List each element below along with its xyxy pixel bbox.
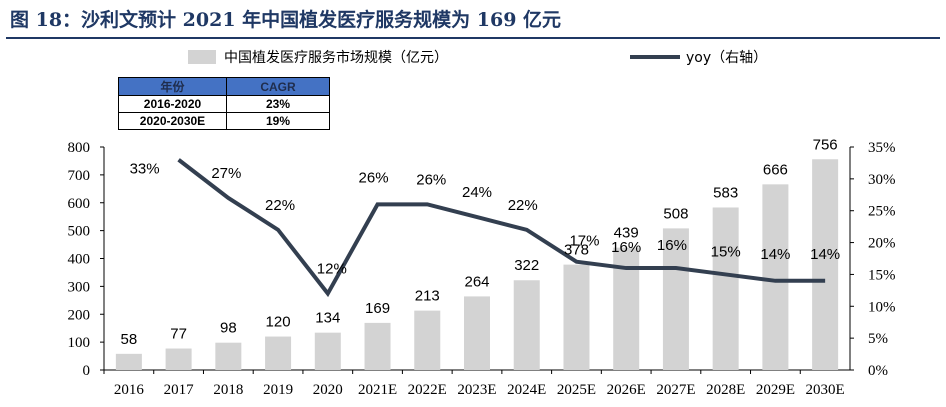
bar-value-label: 58 (121, 331, 138, 348)
y-left-tick-label: 700 (68, 168, 91, 184)
cagr-value: 19% (226, 112, 330, 130)
yoy-value-label: 22% (508, 197, 538, 214)
cagr-header-year: 年份 (118, 77, 227, 96)
bar-value-label: 98 (220, 320, 237, 337)
x-tick-label: 2022E (408, 382, 447, 398)
chart-legend: 中国植发医疗服务市场规模（亿元） yoy（右轴） (188, 49, 767, 66)
cagr-period: 2020-2030E (118, 112, 227, 130)
bar (115, 353, 142, 370)
yoy-value-label: 14% (810, 246, 840, 263)
bar (165, 348, 192, 370)
x-tick-label: 2020 (313, 382, 343, 398)
cagr-header-cagr: CAGR (226, 77, 330, 96)
legend-bar-swatch (188, 50, 216, 64)
y-right-tick-label: 20% (868, 236, 896, 252)
bar-value-label: 213 (415, 288, 440, 305)
yoy-value-label: 16% (657, 237, 687, 254)
bar-value-label: 120 (266, 314, 291, 331)
x-tick-label: 2023E (457, 382, 496, 398)
bar-series (115, 159, 839, 370)
bar-value-label: 666 (763, 161, 788, 178)
bar-value-label: 134 (315, 310, 340, 327)
y-left-tick-label: 600 (68, 196, 91, 212)
x-tick-label: 2019 (263, 382, 293, 398)
yoy-value-label: 33% (130, 161, 160, 178)
bar (314, 332, 341, 370)
bar-value-label: 322 (514, 257, 539, 274)
bar (762, 184, 789, 370)
chart-title: 图 18：沙利文预计 2021 年中国植发医疗服务规模为 169 亿元 (10, 9, 562, 31)
y-right-tick-label: 25% (868, 204, 896, 220)
x-tick-label: 2026E (607, 382, 646, 398)
x-tick-label: 2024E (507, 382, 546, 398)
bar-value-label: 439 (614, 225, 639, 242)
bar (563, 264, 590, 370)
yoy-value-label: 26% (359, 169, 389, 186)
y-left-tick-label: 200 (68, 307, 91, 323)
x-tick-label: 2028E (706, 382, 745, 398)
data-labels: 58 77 98 120 134 169 213 264 322 378 439 508 583 666 7… (121, 136, 841, 348)
bar (662, 228, 689, 370)
bar-value-label: 583 (713, 184, 738, 201)
y-right-tick-label: 35% (868, 140, 896, 156)
bar-value-label: 756 (813, 136, 838, 153)
table-row: 2016-2020 23% (118, 95, 330, 113)
yoy-value-label: 16% (611, 239, 641, 256)
x-tick-label: 2016 (114, 382, 145, 398)
y-left-tick-label: 400 (68, 252, 91, 268)
yoy-value-label: 17% (569, 233, 599, 250)
y-right-tick-label: 10% (868, 299, 896, 315)
y-right-tick-label: 0% (868, 363, 888, 379)
bar-value-label: 378 (564, 242, 589, 259)
legend-line-label: yoy（右轴） (686, 50, 767, 66)
legend-bar-label: 中国植发医疗服务市场规模（亿元） (224, 49, 448, 66)
yoy-value-label: 15% (711, 243, 741, 260)
cagr-value: 23% (226, 95, 330, 113)
yoy-line-series (177, 158, 826, 298)
x-tick-label: 2021E (358, 382, 397, 398)
bar (364, 322, 391, 370)
y-left-tick-label: 300 (68, 279, 91, 295)
bar-value-label: 77 (170, 326, 187, 343)
bar (215, 342, 242, 370)
x-tick-label: 2030E (806, 382, 845, 398)
bar (812, 159, 839, 370)
table-row: 2020-2030E 19% (118, 112, 330, 130)
x-tick-label: 2027E (656, 382, 695, 398)
y-left-tick-label: 500 (68, 224, 91, 240)
x-tick-label: 2018 (213, 382, 243, 398)
cagr-table-header: 年份 CAGR (118, 77, 330, 96)
yoy-value-label: 26% (416, 171, 446, 188)
y-left-tick-label: 800 (68, 140, 91, 156)
yoy-value-label: 27% (211, 165, 241, 182)
bar-value-label: 169 (365, 300, 390, 317)
yoy-value-label: 24% (462, 184, 492, 201)
y-left-tick-label: 100 (68, 335, 91, 351)
bar (513, 280, 540, 370)
bar (712, 207, 739, 370)
cagr-table: 年份 CAGR 2016-2020 23% 2020-2030E 19% (118, 77, 330, 130)
bar-value-label: 508 (663, 205, 688, 222)
yoy-value-label: 14% (760, 246, 790, 263)
bar-value-label: 264 (464, 273, 489, 290)
yoy-value-label: 12% (317, 261, 347, 278)
bar (265, 336, 292, 370)
yoy-value-label: 22% (265, 197, 295, 214)
x-tick-label: 2025E (557, 382, 596, 398)
yoy-line (177, 158, 826, 298)
x-tick-label: 2017 (164, 382, 195, 398)
y-left-tick-label: 0 (83, 363, 91, 379)
cagr-period: 2016-2020 (118, 95, 227, 113)
x-tick-label: 2029E (756, 382, 795, 398)
y-right-tick-label: 15% (868, 267, 896, 283)
y-right-tick-label: 30% (868, 172, 896, 188)
bar (414, 310, 441, 370)
bar (464, 296, 490, 370)
y-right-tick-label: 5% (868, 331, 888, 347)
chart-axes: 0 100 200 300 400 500 600 700 800 0% 5% 10% 15% 20% 25… (68, 140, 896, 398)
title-divider (6, 37, 940, 39)
